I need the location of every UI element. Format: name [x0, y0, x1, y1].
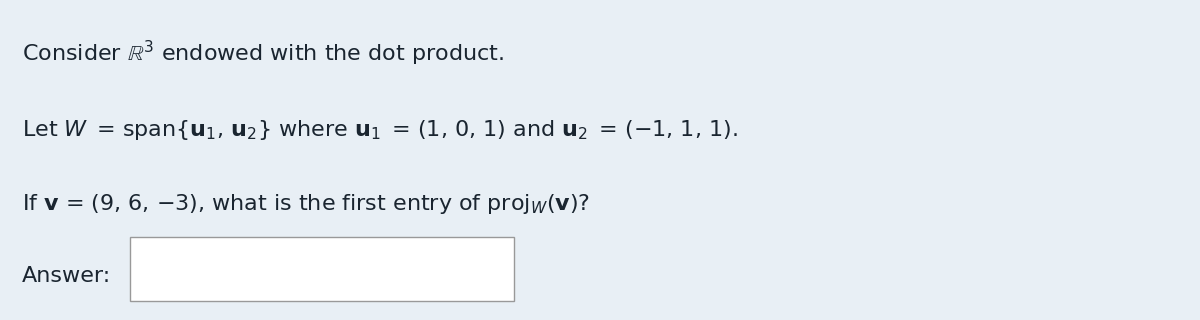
Text: Let $W\,$ = span{$\mathbf{u}_1$, $\mathbf{u}_2$} where $\mathbf{u}_1\,$ = (1, 0,: Let $W\,$ = span{$\mathbf{u}_1$, $\mathb…: [22, 118, 737, 142]
Text: If $\mathbf{v}$ = (9, 6, $-$3), what is the first entry of proj$_W$($\mathbf{v}$: If $\mathbf{v}$ = (9, 6, $-$3), what is …: [22, 192, 589, 216]
FancyBboxPatch shape: [130, 237, 514, 301]
Text: Answer:: Answer:: [22, 266, 110, 285]
Text: Consider $\mathbb{R}^3$ endowed with the dot product.: Consider $\mathbb{R}^3$ endowed with the…: [22, 38, 504, 68]
